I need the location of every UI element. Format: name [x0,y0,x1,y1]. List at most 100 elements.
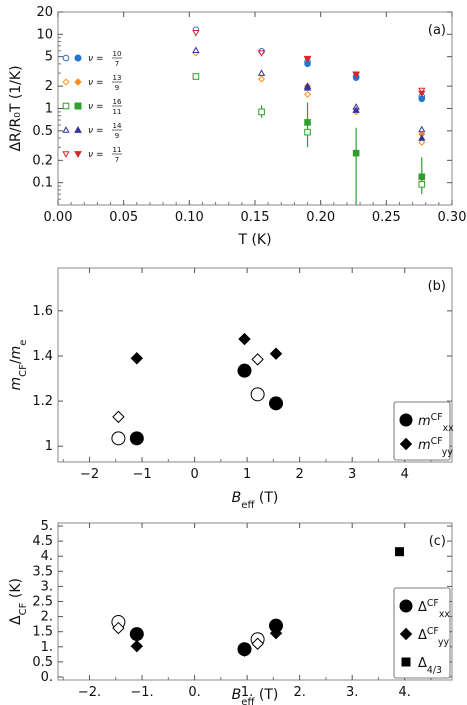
legend-marker-filled [74,125,82,133]
legend-numerator: 10 [113,50,122,58]
legend-label: Δ4/3 [418,656,442,676]
legend-label-part: Δ [418,628,427,643]
data-point-filled [418,173,426,181]
legend-numerator: 16 [113,98,122,106]
x-tick-label: −1 [132,467,151,482]
data-point-filled [304,119,311,126]
x-axis-label: Beff (T) [232,490,279,511]
legend-denominator: 9 [115,132,119,140]
legend-label-part: CF [431,436,443,447]
y-tick-label: 5. [41,519,53,534]
y-tick-label: 3. [41,579,53,594]
data-point-open [304,90,312,98]
y-tick-label: 2 [45,79,53,94]
data-point-filled [238,332,251,346]
y-tick-label: 0.1 [32,176,53,191]
data-point-filled [418,134,426,141]
data-point-open [418,181,426,188]
x-tick-label: 4 [401,467,409,482]
data-point-open [418,138,426,146]
legend-label-part: m [418,414,431,429]
legend-label-part: yy [438,637,450,648]
panel-c: −2. −1. 0. 1. 2. 3. 4.0.0.51.1.52.2.53.3.54.4.… [8,519,453,705]
y-axis-label-part: / [8,359,24,364]
y-axis-label: ΔCF (K) [8,578,29,625]
data-point-filled [303,56,312,64]
legend-numerator: 11 [113,146,122,154]
y-tick-label: 20 [36,5,53,20]
legend-label-part: CF [427,626,439,637]
x-axis-label: Beff (T) [232,687,279,705]
x-axis-label-part: B [232,490,242,506]
data-point-open [258,75,266,83]
panel-c-frame [57,522,453,681]
legend-label: ν = [88,54,103,64]
legend-label: ΔCFxx [418,598,450,620]
data-point-filled [129,627,144,642]
legend-numerator: 14 [113,122,122,130]
x-tick-label: −2. [78,685,101,700]
legend-label-part: xx [443,423,455,434]
y-tick-label: 1 [45,439,53,454]
y-tick-label: 0.5 [32,655,53,670]
data-point-filled [238,644,251,657]
y-tick-label: 10 [36,27,53,42]
legend-label-part: xx [439,609,451,620]
data-point-open [418,125,426,133]
data-point-open [250,387,265,402]
legend-marker [399,413,413,427]
legend-label-part: m [418,438,431,453]
legend-label: mCFxx [418,412,454,434]
data-point-open [192,46,200,53]
x-tick-label: 0.15 [241,210,270,225]
legend-marker [399,627,413,641]
x-tick-label: 4. [399,685,411,700]
y-tick-label: 0. [41,670,53,685]
x-axis-label-part: (T) [254,687,278,703]
y-tick-label: 0.5 [32,124,53,139]
y-tick-label: 1 [45,102,53,117]
y-tick-label: 2.5 [32,595,53,610]
y-axis-label-part: m [8,346,24,360]
data-point-open [192,30,200,37]
panel-label: (c) [429,534,446,549]
panel-b-frame [57,267,453,463]
legend-denominator: 9 [115,84,119,92]
data-point-open [258,108,265,116]
x-tick-label: 0.10 [175,210,204,225]
x-tick-label: 0.00 [44,210,73,225]
legend-label-part: Δ [418,656,427,671]
data-point-open [257,50,266,57]
legend-marker-open [62,102,70,110]
data-point-open [112,621,125,635]
panel-b: −2 −1 0 1 2 3 411.21.41.6(b)Beff (T)mCF/memCFx… [8,267,454,511]
legend-marker-filled [74,54,82,62]
data-point-open [304,128,311,136]
legend-label-part: CF [427,598,439,609]
data-point-filled [352,149,360,157]
x-tick-label: 0.05 [109,210,138,225]
data-point-filled [269,347,283,360]
y-axis-label-part: e [18,339,29,345]
y-tick-label: 4.5 [32,534,53,549]
y-tick-label: 1.2 [32,394,53,409]
data-point-open [111,431,126,446]
y-tick-label: 1.4 [32,349,53,364]
data-point-open [112,410,125,424]
x-tick-label: 0.20 [306,210,335,225]
x-tick-label: 3. [346,685,358,700]
legend-label-part: CF [431,412,443,423]
legend-label: ν = [88,150,103,160]
x-tick-label: −2 [80,467,99,482]
legend-label: ν = [88,78,103,88]
legend-label: ν = [88,102,103,112]
legend-numerator: 13 [113,74,122,82]
y-axis-label: mCF/me [8,339,29,390]
x-axis-label: T (K) [237,232,271,248]
data-point-open [192,73,200,80]
panel-label: (b) [428,279,446,294]
legend-label-part: yy [442,447,454,458]
y-tick-label: 3.5 [32,564,53,579]
legend-denominator: 7 [115,156,119,164]
data-point-filled [394,547,404,557]
